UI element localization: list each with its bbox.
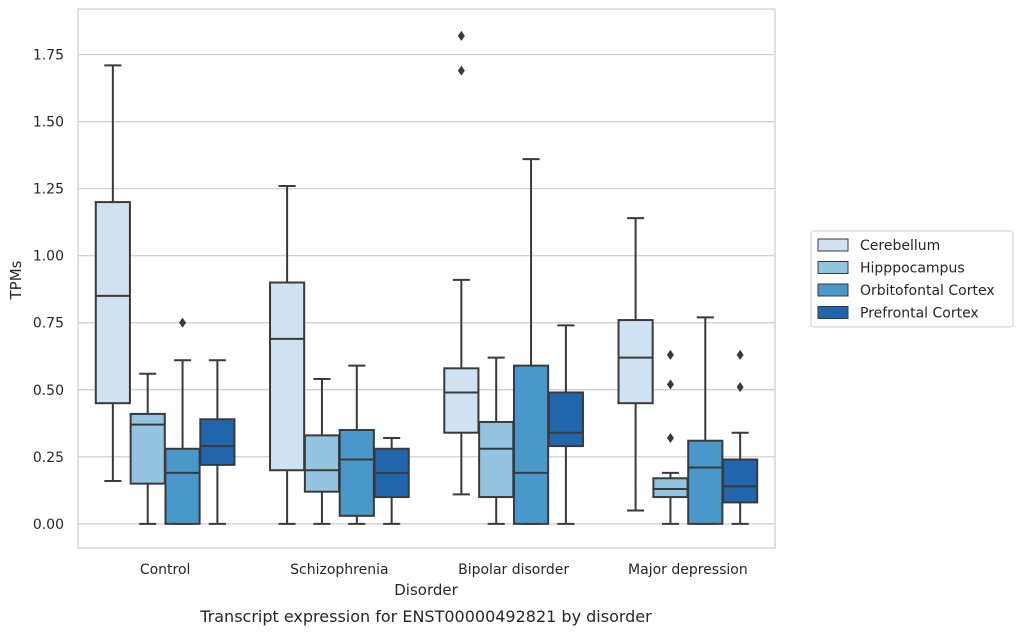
- outlier-point: [736, 349, 744, 360]
- legend-swatch-1: [817, 261, 849, 274]
- outlier-point: [179, 317, 187, 328]
- box-body: [478, 420, 515, 499]
- outlier-point: [666, 433, 674, 444]
- box-body: [652, 477, 689, 499]
- box-3-3: [722, 349, 759, 525]
- box-body: [512, 364, 550, 525]
- box-body: [617, 319, 654, 405]
- legend-swatch-0: [817, 238, 849, 252]
- legend-swatch-3: [817, 306, 849, 319]
- outlier-point: [736, 382, 744, 393]
- x-axis-title: Disorder: [394, 581, 458, 599]
- box-0-3: [199, 359, 236, 525]
- y-tick-label-1: 0.25: [33, 450, 64, 466]
- x-tick-label-0: Control: [140, 562, 191, 578]
- legend-swatch-2: [817, 283, 849, 297]
- y-axis-title: TPMs: [7, 260, 25, 300]
- x-tick-label-3: Major depression: [628, 562, 748, 578]
- outlier-point: [457, 30, 465, 41]
- box-0-2: [164, 317, 201, 525]
- legend-label-2: Orbitofontal Cortex: [860, 283, 995, 299]
- box-3-1: [652, 349, 689, 525]
- box-body: [94, 201, 131, 405]
- y-tick-label-7: 1.75: [33, 48, 64, 64]
- box-body: [443, 367, 480, 434]
- box-2-0: [443, 30, 480, 496]
- box-body: [338, 429, 375, 517]
- chart-caption: Transcript expression for ENST0000049282…: [199, 607, 652, 626]
- legend-label-0: Cerebellum: [860, 238, 940, 254]
- legend-frame: [810, 230, 1014, 328]
- box-1-0: [269, 184, 306, 525]
- box-2-3: [547, 324, 584, 525]
- box-0-0: [94, 64, 131, 482]
- legend: Cerebellum Hipppocampus Orbitofontal Corte…: [810, 230, 1014, 328]
- box-2-1: [478, 356, 515, 525]
- outlier-point: [666, 349, 674, 360]
- box-body: [547, 391, 584, 448]
- y-tick-label-6: 1.50: [33, 115, 64, 131]
- x-axis-ticks: Control Schizophrenia Bipolar disorder Majo…: [140, 562, 748, 578]
- box-body: [199, 418, 236, 466]
- box-3-0: [617, 217, 654, 512]
- y-tick-label-5: 1.25: [33, 182, 64, 198]
- box-body: [687, 439, 724, 525]
- boxes: [94, 30, 759, 525]
- y-axis-ticks: 0.00 0.25 0.50 0.75 1.00 1.25 1.50 1.75: [33, 48, 64, 533]
- y-tick-label-3: 0.75: [33, 316, 64, 332]
- outlier-point: [666, 379, 674, 390]
- box-1-3: [373, 437, 410, 525]
- y-tick-label-4: 1.00: [33, 249, 64, 265]
- x-tick-label-2: Bipolar disorder: [458, 562, 569, 578]
- legend-label-3: Prefrontal Cortex: [860, 306, 979, 322]
- box-body: [722, 458, 759, 504]
- box-2-2: [512, 158, 550, 525]
- box-body: [269, 281, 306, 472]
- outlier-point: [457, 65, 465, 76]
- box-body: [164, 447, 201, 525]
- box-0-1: [129, 372, 166, 525]
- box-body: [303, 434, 341, 493]
- box-3-2: [687, 316, 724, 525]
- x-tick-label-1: Schizophrenia: [290, 562, 388, 578]
- box-1-1: [303, 378, 341, 525]
- y-tick-label-0: 0.00: [33, 517, 64, 533]
- legend-label-1: Hipppocampus: [860, 261, 965, 277]
- plot-frame: [77, 8, 776, 549]
- y-tick-label-2: 0.50: [33, 383, 64, 399]
- box-1-2: [338, 364, 375, 525]
